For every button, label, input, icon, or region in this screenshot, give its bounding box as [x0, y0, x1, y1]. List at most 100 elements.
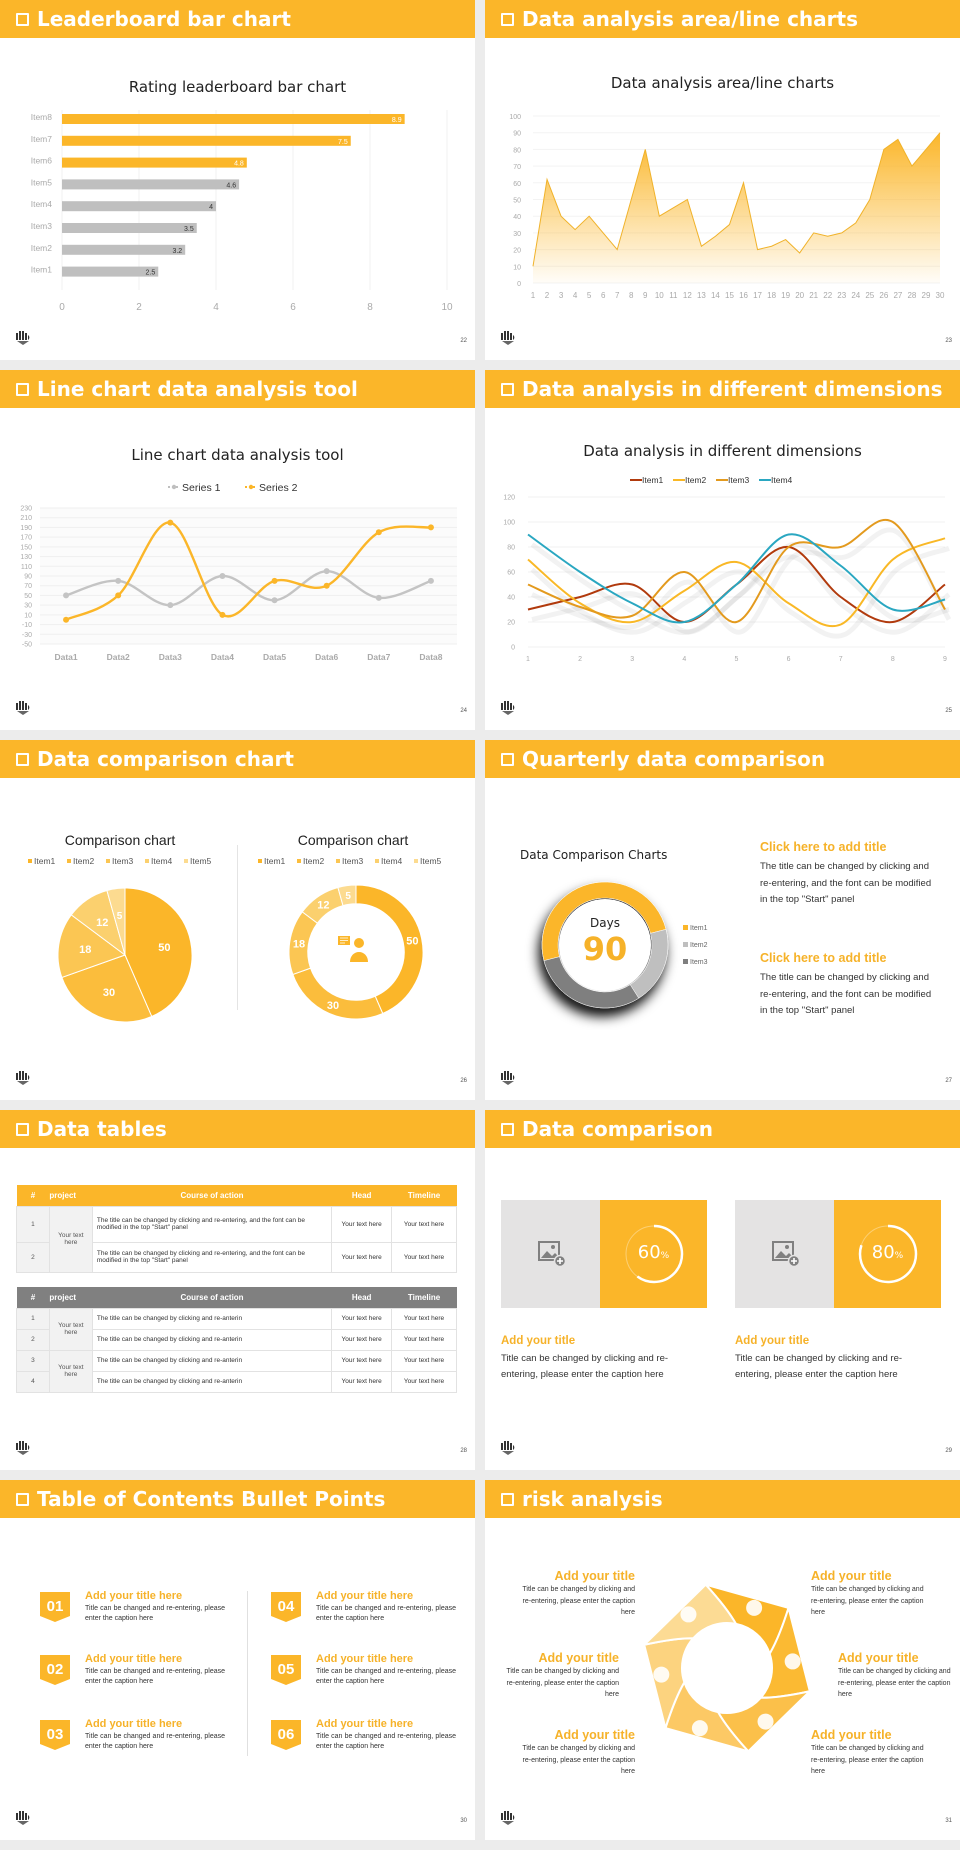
page-number: 29 — [945, 1448, 952, 1454]
toc-title[interactable]: Add your title here — [316, 1590, 414, 1602]
image-placeholder[interactable] — [735, 1200, 834, 1308]
svg-text:Item2: Item2 — [73, 856, 95, 866]
svg-text:04: 04 — [278, 1598, 295, 1615]
logo-icon — [16, 1071, 30, 1085]
toc-item[interactable]: 03 Add your title here Title can be change… — [40, 1718, 240, 1758]
svg-text:4: 4 — [209, 204, 213, 211]
risk-item-top-left[interactable]: Add your title Title can be changed by cl… — [522, 1569, 635, 1616]
logo-icon — [16, 701, 30, 715]
toc-item[interactable]: 05 Add your title here Title can be change… — [271, 1653, 471, 1693]
svg-text:16: 16 — [739, 291, 748, 300]
svg-text:21: 21 — [809, 291, 818, 300]
slide-header: Quarterly data comparison — [485, 740, 960, 778]
page-number: 27 — [945, 1078, 952, 1084]
svg-text:80: 80 — [513, 147, 521, 154]
svg-text:02: 02 — [47, 1661, 64, 1678]
number-badge: 06 — [271, 1720, 301, 1750]
slide-leaderboard-bar-chart[interactable]: Leaderboard bar chart Rating leaderboard… — [0, 0, 475, 360]
slide-area-chart[interactable]: Data analysis area/line charts Data anal… — [485, 0, 960, 360]
slide-header: risk analysis — [485, 1480, 960, 1518]
svg-text:9: 9 — [643, 291, 648, 300]
svg-text:30: 30 — [936, 291, 945, 300]
svg-text:9: 9 — [943, 656, 947, 663]
svg-text:Item5: Item5 — [190, 856, 212, 866]
svg-text:6: 6 — [601, 291, 606, 300]
svg-text:05: 05 — [278, 1661, 295, 1678]
risk-item-bottom-right[interactable]: Add your title Title can be changed by cl… — [811, 1728, 924, 1775]
svg-text:5: 5 — [117, 911, 123, 922]
risk-item-mid-right[interactable]: Add your title Title can be changed by cl… — [838, 1651, 951, 1698]
pie-chart-icon — [691, 1720, 708, 1737]
svg-text:10: 10 — [655, 291, 664, 300]
toc-title[interactable]: Add your title here — [316, 1718, 414, 1730]
slide-multi-dimension-chart[interactable]: Data analysis in different dimensions Da… — [485, 370, 960, 730]
svg-text:3.5: 3.5 — [184, 226, 194, 233]
svg-text:30: 30 — [513, 231, 521, 238]
svg-text:Item2: Item2 — [303, 856, 325, 866]
card-title[interactable]: Add your title — [501, 1335, 576, 1347]
toc-description: Title can be changed and re-entering, pl… — [85, 1605, 225, 1622]
legend-item: Item2 — [683, 937, 708, 954]
chart-title: Data Comparison Charts — [520, 848, 668, 862]
card-title[interactable]: Add your title — [735, 1335, 810, 1347]
slide-risk-analysis[interactable]: risk analysis Add your title Title can be… — [485, 1480, 960, 1840]
text-block[interactable]: Click here to add title The title can be… — [760, 951, 935, 1020]
svg-text:50: 50 — [406, 935, 418, 947]
toc-item[interactable]: 04 Add your title here Title can be change… — [271, 1590, 471, 1630]
risk-item-mid-left[interactable]: Add your title Title can be changed by cl… — [506, 1651, 619, 1698]
svg-text:06: 06 — [278, 1726, 295, 1743]
svg-text:10: 10 — [24, 612, 32, 619]
risk-item-top-right[interactable]: Add your title Title can be changed by cl… — [811, 1569, 924, 1616]
slide-quarterly-comparison[interactable]: Quarterly data comparison Data Compariso… — [485, 740, 960, 1100]
svg-text:7: 7 — [839, 656, 843, 663]
number-badge: 04 — [271, 1592, 301, 1622]
image-placeholder[interactable] — [501, 1200, 600, 1308]
checkbox-icon — [501, 1493, 514, 1506]
svg-text:17: 17 — [753, 291, 762, 300]
slide-header: Data analysis area/line charts — [485, 0, 960, 38]
svg-text:40: 40 — [507, 595, 515, 602]
svg-text:5: 5 — [587, 291, 592, 300]
svg-text:5: 5 — [735, 656, 739, 663]
svg-text:Item5: Item5 — [31, 177, 53, 187]
toc-title[interactable]: Add your title here — [85, 1590, 183, 1602]
toc-title[interactable]: Add your title here — [85, 1653, 183, 1665]
svg-text:Data2: Data2 — [107, 652, 130, 662]
slide-data-comparison[interactable]: Data comparison 60% Add your title Title… — [485, 1110, 960, 1470]
risk-item-bottom-left[interactable]: Add your title Title can be changed by cl… — [522, 1728, 635, 1775]
svg-text:3: 3 — [630, 656, 634, 663]
donut-legend: Item1 Item2 Item3 — [683, 920, 708, 971]
svg-text:2: 2 — [136, 302, 142, 313]
svg-text:30: 30 — [103, 987, 115, 999]
svg-text:Item1: Item1 — [31, 265, 53, 275]
donut-chart-title: Comparison chart — [297, 832, 409, 848]
money-bag-icon — [746, 1599, 763, 1616]
svg-text:Item4: Item4 — [771, 475, 793, 485]
svg-text:15: 15 — [725, 291, 734, 300]
svg-text:Item6: Item6 — [31, 156, 53, 166]
svg-text:10: 10 — [513, 264, 521, 271]
toc-title[interactable]: Add your title here — [85, 1718, 183, 1730]
block-body: The title can be changed by clicking and… — [760, 972, 932, 1016]
divider — [247, 1591, 248, 1756]
slide-toc-bullets[interactable]: Table of Contents Bullet Points 01 Add yo… — [0, 1480, 475, 1840]
svg-text:0: 0 — [59, 302, 65, 313]
toc-title[interactable]: Add your title here — [316, 1653, 414, 1665]
slide-data-tables[interactable]: Data tables # project Course of action H… — [0, 1110, 475, 1470]
svg-text:Item2: Item2 — [31, 243, 53, 253]
toc-item[interactable]: 06 Add your title here Title can be change… — [271, 1718, 471, 1758]
pie-chart-title: Comparison chart — [64, 832, 176, 848]
slide-line-chart-tool[interactable]: Line chart data analysis tool Line chart… — [0, 370, 475, 730]
toc-item[interactable]: 02 Add your title here Title can be change… — [40, 1653, 240, 1693]
users-icon — [757, 1713, 774, 1730]
block-title[interactable]: Click here to add title — [760, 840, 887, 854]
svg-text:90: 90 — [24, 574, 32, 581]
pie-charts: 50 30 18 12 5 Item1 Item2 Item3 Item4 Item5 50 30 18… — [28, 856, 442, 1023]
svg-text:11: 11 — [669, 291, 678, 300]
slide-comparison-pies[interactable]: Data comparison chart Comparison chart C… — [0, 740, 475, 1100]
percent-value: 60% — [637, 1242, 670, 1263]
text-block[interactable]: Click here to add title The title can be… — [760, 840, 935, 909]
toc-item[interactable]: 01 Add your title here Title can be change… — [40, 1590, 240, 1630]
svg-text:8: 8 — [367, 302, 373, 313]
block-title[interactable]: Click here to add title — [760, 951, 887, 965]
